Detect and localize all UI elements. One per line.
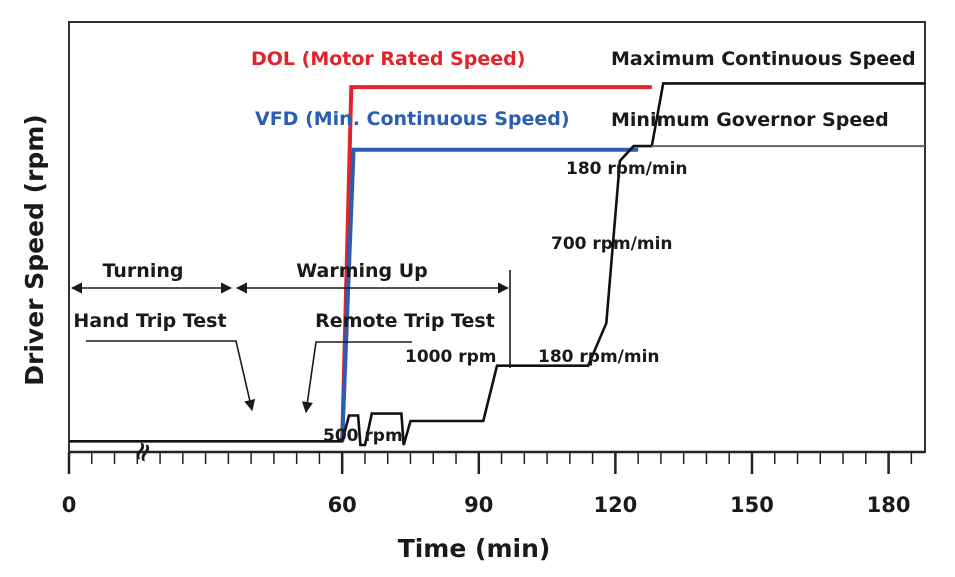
- x-tick-label: 60: [328, 493, 357, 517]
- speed-profile-line: [69, 82, 925, 447]
- min-governor-speed-label: Minimum Governor Speed: [611, 109, 889, 131]
- rpm-1000-label: 1000 rpm: [405, 347, 497, 367]
- x-tick-label: 0: [62, 493, 77, 517]
- remote-trip-leader: [301, 341, 412, 414]
- x-ticks: [67, 452, 913, 474]
- rpm-500-label: 500 rpm: [323, 426, 403, 446]
- hand-trip-test-label: Hand Trip Test: [73, 310, 226, 332]
- turning-label: Turning: [103, 260, 184, 282]
- warming-up-label: Warming Up: [296, 260, 428, 282]
- x-tick-label: 120: [593, 493, 637, 517]
- x-tick-label: 180: [867, 493, 911, 517]
- y-axis-title: Driver Speed (rpm): [20, 114, 49, 385]
- max-continuous-speed-label: Maximum Continuous Speed: [611, 48, 916, 70]
- x-tick-labels: 0 60 90 120 150 180: [62, 493, 911, 517]
- dol-series-line: [340, 85, 652, 442]
- x-tick-label: 90: [464, 493, 493, 517]
- x-tick-label: 150: [730, 493, 774, 517]
- hand-trip-leader: [86, 340, 256, 412]
- vfd-series-line: [340, 147, 639, 442]
- rate-180-lower-label: 180 rpm/min: [538, 347, 660, 367]
- vfd-label: VFD (Min. Continuous Speed): [255, 108, 570, 130]
- series-layer: [69, 82, 925, 447]
- remote-trip-test-label: Remote Trip Test: [315, 310, 495, 332]
- dol-label: DOL (Motor Rated Speed): [251, 48, 525, 70]
- rate-180-upper-label: 180 rpm/min: [566, 159, 688, 179]
- rate-700-label: 700 rpm/min: [551, 234, 673, 254]
- x-axis-title: Time (min): [398, 534, 551, 563]
